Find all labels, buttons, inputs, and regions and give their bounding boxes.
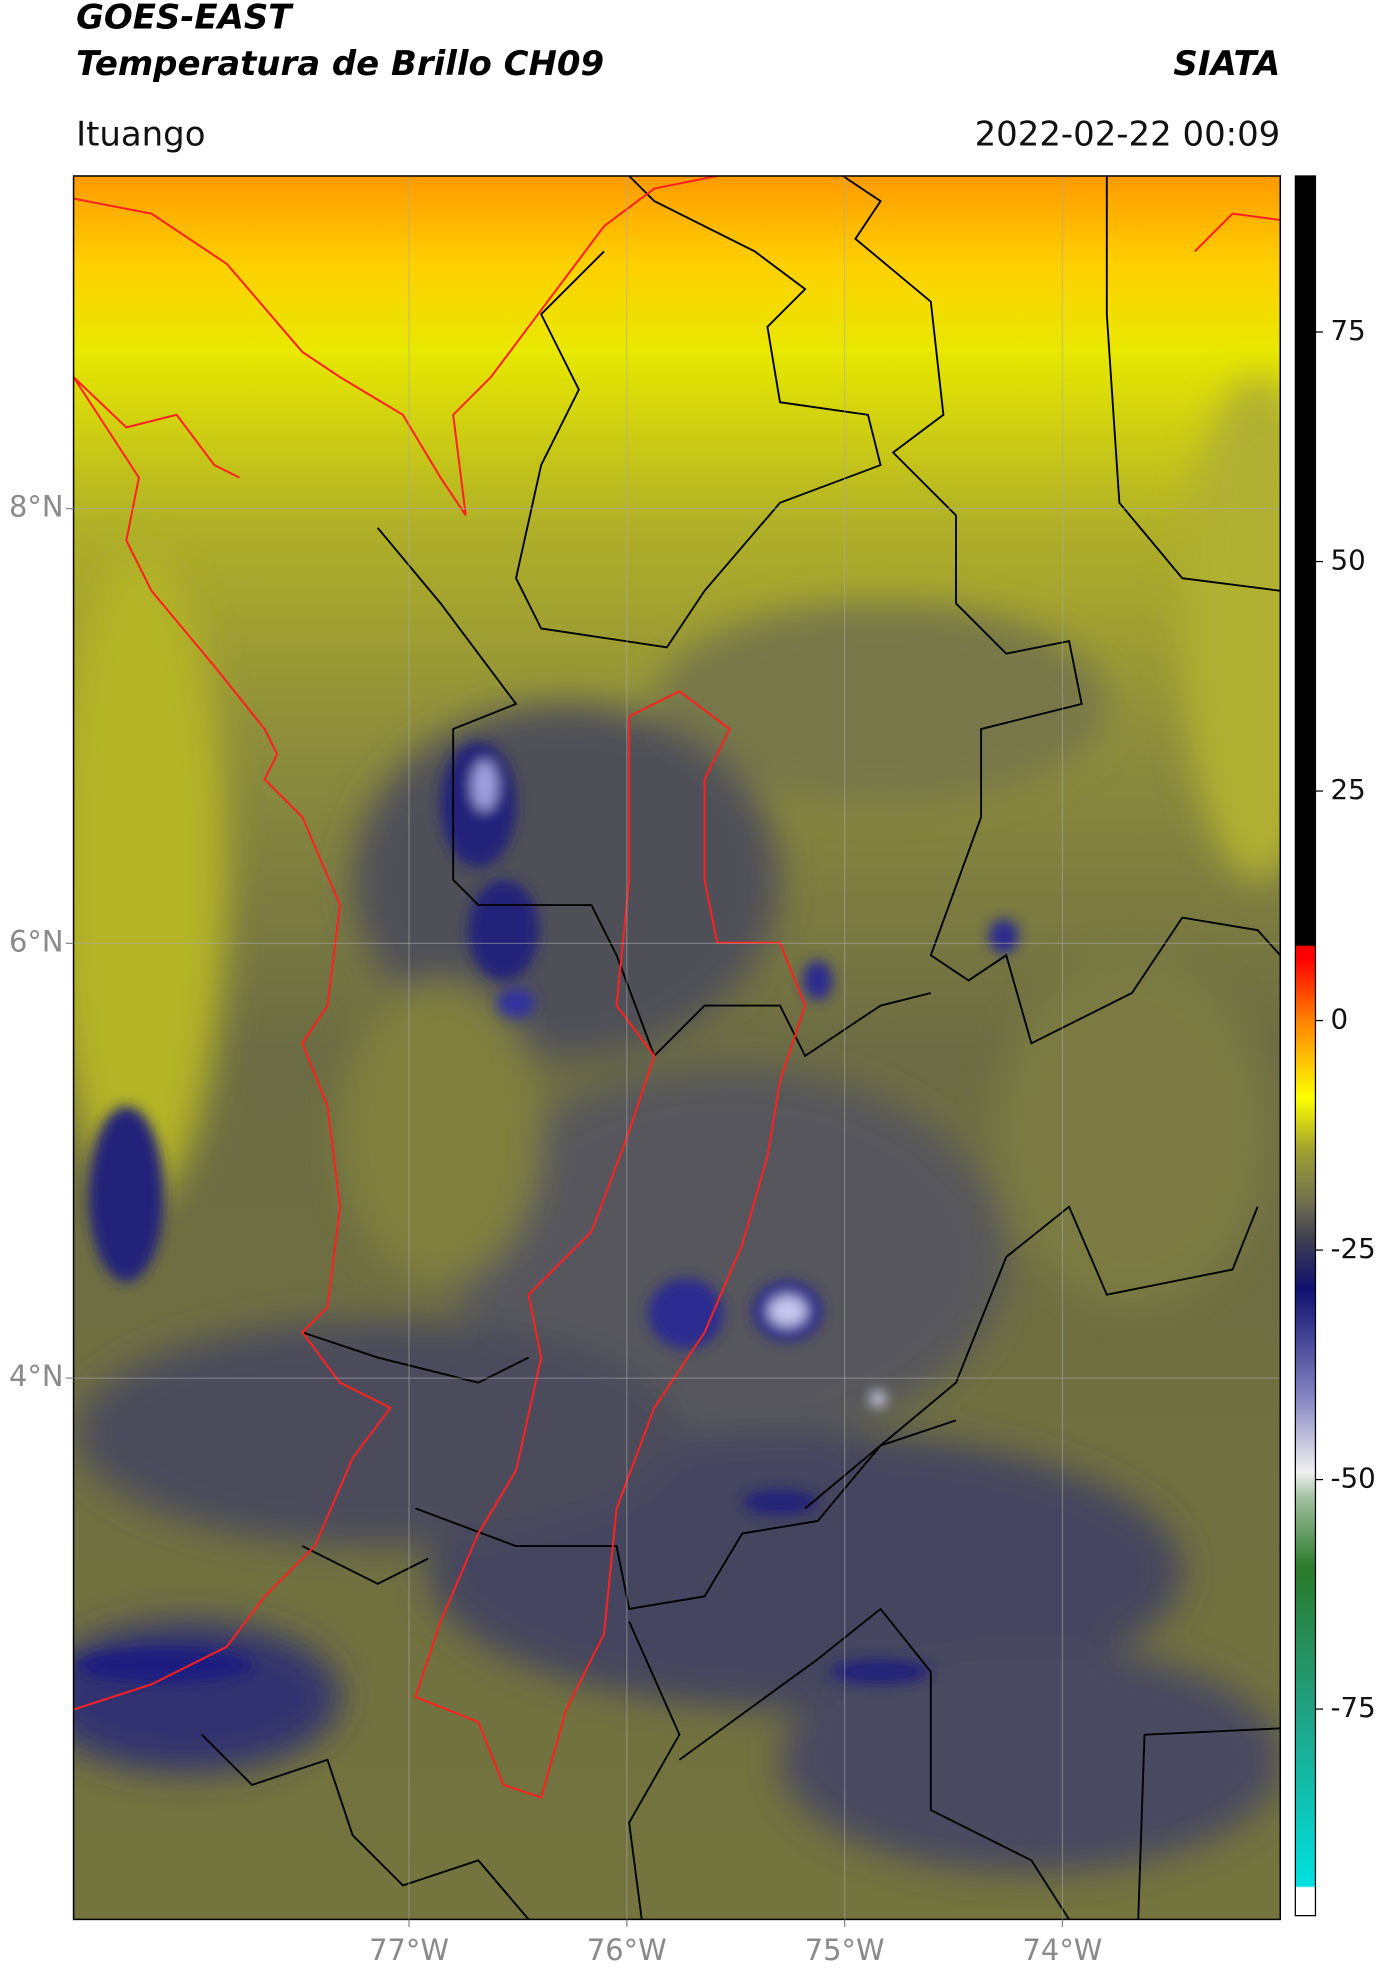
colorbar-label: 50 [1331, 544, 1366, 577]
colorbar-label: 25 [1331, 773, 1366, 806]
lat-label: 4°N [9, 1359, 63, 1393]
brand: SIATA [1173, 45, 1280, 84]
datetime: 2022-02-22 00:09 [975, 115, 1281, 154]
lon-label: 74°W [1023, 1933, 1103, 1967]
colorbar-label: -50 [1331, 1462, 1376, 1495]
lon-label: 75°W [805, 1933, 885, 1967]
colorbar-label: 0 [1331, 1003, 1349, 1036]
lon-label: 76°W [587, 1933, 667, 1967]
lat-label: 8°N [9, 490, 63, 524]
title: GOES-EAST [76, 0, 294, 37]
colorbar [1294, 175, 1317, 1917]
lat-label: 6°N [9, 924, 63, 958]
colorbar-label: 75 [1331, 314, 1366, 347]
colorbar-label: -25 [1331, 1232, 1376, 1265]
map-frame [72, 175, 1282, 1921]
location: Ituango [76, 115, 205, 154]
lon-label: 77°W [369, 1933, 449, 1967]
map-field [73, 175, 1281, 1920]
colorbar-label: -75 [1331, 1691, 1376, 1724]
graticule [73, 175, 1281, 1920]
subtitle: Temperatura de Brillo CH09 [76, 45, 604, 84]
